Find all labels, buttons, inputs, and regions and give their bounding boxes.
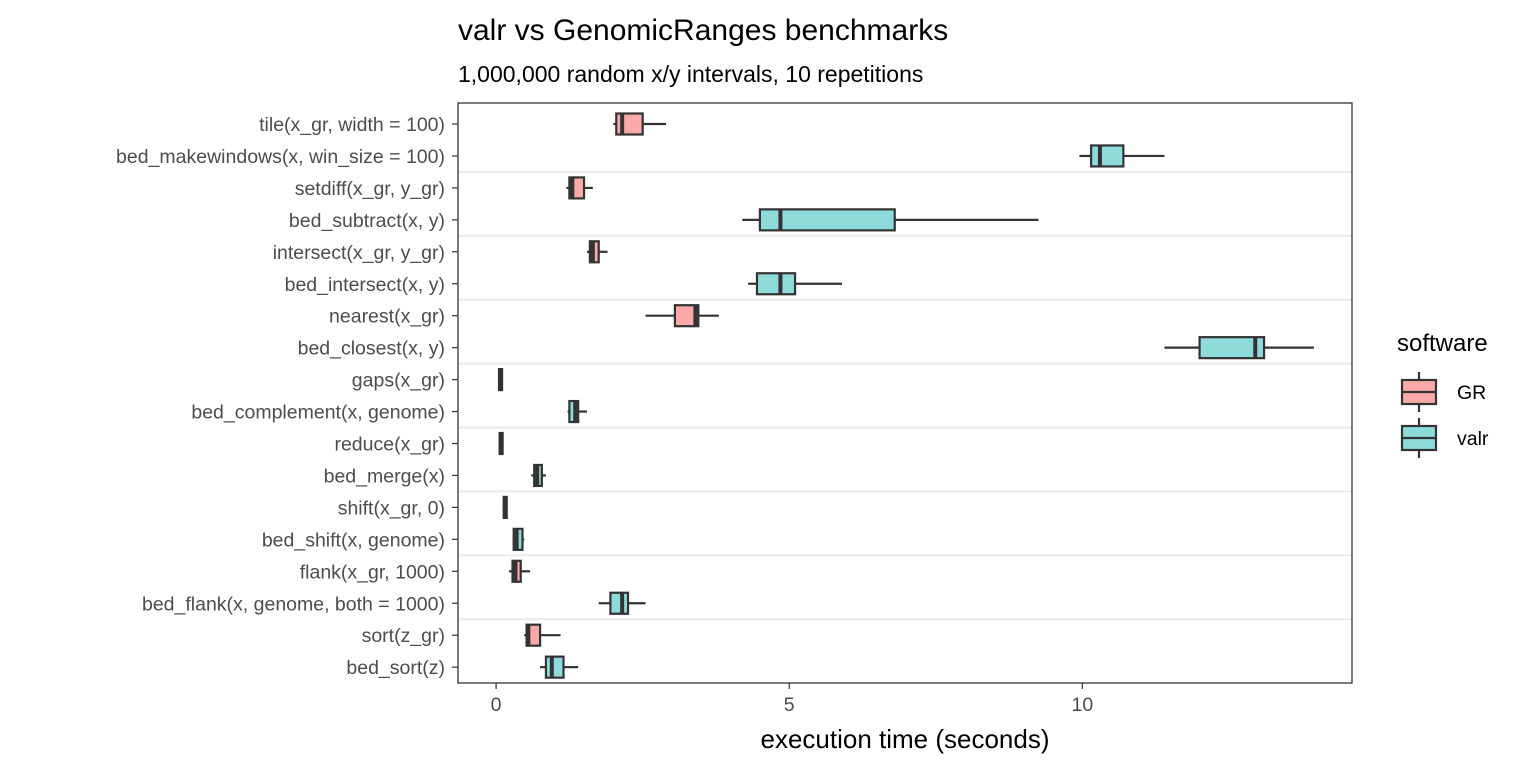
plot-area: [457, 102, 1353, 684]
legend-label: GR: [1457, 382, 1486, 404]
panel-border: [457, 102, 1353, 684]
y-tick-label: bed_makewindows(x, win_size = 100): [116, 146, 445, 168]
x-axis: 0 5 10: [491, 683, 1093, 716]
chart-subtitle: 1,000,000 random x/y intervals, 10 repet…: [458, 61, 923, 87]
box: [544, 655, 565, 679]
y-tick-label: shift(x_gr, 0): [338, 497, 445, 519]
x-tick-label: 0: [491, 694, 502, 716]
box: [758, 208, 896, 232]
y-tick-label: reduce(x_gr): [334, 434, 445, 456]
y-tick-label: bed_flank(x, genome, both = 1000): [142, 593, 445, 615]
legend-entry-valr: valr: [1400, 418, 1489, 458]
box: [1090, 144, 1125, 168]
legend-title: software: [1397, 330, 1488, 357]
boxplot-14: [509, 559, 531, 583]
boxplot-2: [566, 176, 593, 200]
boxplot-3: [742, 208, 1039, 232]
y-tick-label: tile(x_gr, width = 100): [259, 114, 445, 136]
y-tick-label: bed_merge(x): [324, 465, 445, 487]
legend-entries: GR valr: [1400, 372, 1489, 458]
y-tick-label: bed_sort(z): [346, 657, 445, 679]
panel-background: [458, 103, 1352, 683]
boxplot-0: [613, 112, 667, 136]
y-tick-label: intersect(x_gr, y_gr): [273, 242, 445, 264]
y-tick-label: flank(x_gr, 1000): [300, 561, 445, 583]
y-tick-label: bed_intersect(x, y): [285, 274, 445, 296]
boxplot-13: [512, 527, 525, 551]
boxplot-6: [645, 304, 719, 328]
box: [755, 272, 797, 296]
legend: software GR valr: [1397, 330, 1489, 458]
boxplot-17: [540, 655, 579, 679]
y-tick-label: nearest(x_gr): [329, 306, 445, 328]
legend-entry-gr: GR: [1400, 372, 1486, 412]
y-tick-label: bed_shift(x, genome): [262, 529, 445, 551]
boxplot-15: [598, 591, 646, 615]
boxplot-1: [1079, 144, 1165, 168]
box: [1198, 336, 1266, 360]
boxplot-7: [1164, 336, 1314, 360]
boxplots: [497, 112, 1314, 679]
boxplot-8: [497, 368, 504, 392]
chart-title: valr vs GenomicRanges benchmarks: [458, 14, 948, 47]
x-axis-title: execution time (seconds): [760, 724, 1049, 754]
box: [609, 591, 630, 615]
boxplot-5: [748, 272, 842, 296]
y-tick-label: setdiff(x_gr, y_gr): [295, 178, 445, 200]
boxplot-10: [498, 431, 504, 456]
boxplot-16: [524, 623, 561, 647]
box: [673, 304, 700, 328]
y-axis-labels: tile(x_gr, width = 100) bed_makewindows(x…: [116, 114, 458, 679]
y-tick-label: bed_subtract(x, y): [289, 210, 445, 232]
y-tick-label: gaps(x_gr): [352, 370, 445, 392]
x-tick-label: 5: [784, 694, 795, 716]
y-tick-label: bed_closest(x, y): [298, 338, 445, 360]
legend-label: valr: [1457, 428, 1489, 450]
boxplot-12: [502, 495, 508, 519]
boxplot-11: [531, 463, 546, 488]
y-tick-label: sort(z_gr): [362, 625, 445, 647]
grid-separators: [458, 170, 1352, 621]
y-tick-label: bed_complement(x, genome): [191, 402, 445, 424]
boxplot-4: [586, 240, 608, 264]
x-tick-label: 10: [1071, 694, 1093, 716]
boxplot-9: [567, 399, 587, 424]
